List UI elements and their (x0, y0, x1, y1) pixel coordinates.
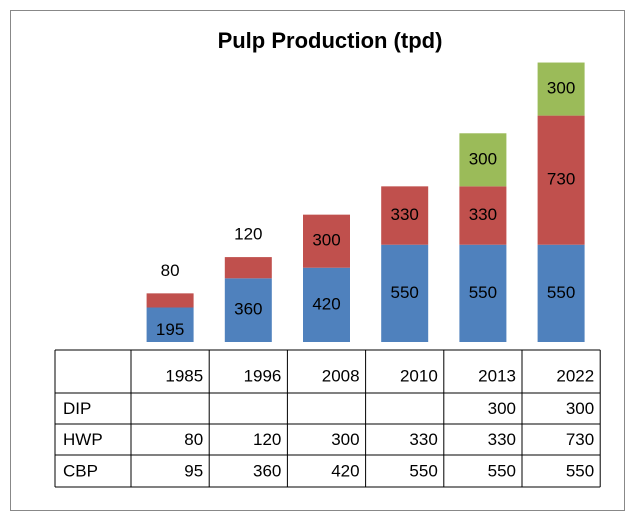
data-label: 300 (547, 79, 575, 98)
bar-segment (459, 133, 507, 187)
bar-segment (537, 244, 585, 342)
bar-segment (224, 278, 272, 342)
bar-segment (459, 186, 507, 245)
data-label: 730 (547, 170, 575, 189)
table-cell: 330 (409, 430, 437, 449)
bar-segment (224, 257, 272, 279)
table-cell: 550 (409, 461, 437, 480)
table-cell: 300 (566, 399, 594, 418)
table-row-label: CBP (63, 461, 98, 480)
data-label: 550 (547, 283, 575, 302)
table-cell: 550 (566, 461, 594, 480)
bar-segment (146, 307, 194, 342)
x-tick-label: 2013 (478, 366, 516, 385)
table-cell: 300 (331, 430, 359, 449)
x-tick-label: 1996 (244, 366, 282, 385)
data-label: 195 (156, 320, 184, 339)
bar-segment (381, 186, 429, 245)
table-cell: 360 (253, 461, 281, 480)
table-row-label: HWP (63, 430, 103, 449)
table-cell: 120 (253, 430, 281, 449)
x-tick-label: 2008 (322, 366, 360, 385)
bar-segment (303, 214, 350, 268)
data-label: 550 (391, 283, 419, 302)
x-tick-label: 1985 (165, 366, 203, 385)
bar-segment (537, 62, 585, 116)
data-label: 330 (469, 205, 497, 224)
bar-segment (303, 267, 350, 342)
table-cell: 730 (566, 430, 594, 449)
table-cell: 330 (488, 430, 516, 449)
bar-segment (459, 244, 507, 342)
data-label: 360 (234, 300, 262, 319)
data-label: 330 (391, 205, 419, 224)
table-cell: 80 (184, 430, 203, 449)
table-cell: 95 (184, 461, 203, 480)
table-cell: 550 (488, 461, 516, 480)
table-row-label: DIP (63, 399, 91, 418)
bar-segment (381, 244, 429, 342)
x-tick-label: 2010 (400, 366, 438, 385)
data-label: 300 (469, 149, 497, 168)
data-label: 420 (312, 294, 340, 313)
data-label: 120 (234, 225, 262, 244)
x-tick-label: 2022 (556, 366, 594, 385)
table-cell: 420 (331, 461, 359, 480)
data-label: 550 (469, 283, 497, 302)
chart-title: Pulp Production (tpd) (218, 28, 443, 53)
bar-segment (537, 115, 585, 245)
bar-segment (146, 293, 194, 308)
table-cell: 300 (488, 399, 516, 418)
data-label: 80 (161, 261, 180, 280)
data-label: 300 (312, 231, 340, 250)
